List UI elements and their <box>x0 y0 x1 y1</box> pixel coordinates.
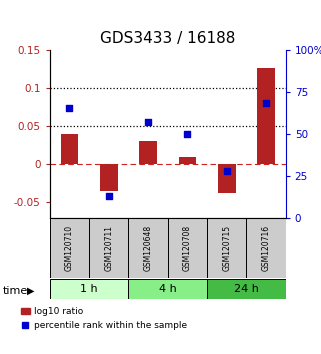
Bar <box>61 133 78 164</box>
Text: 24 h: 24 h <box>234 284 259 294</box>
Text: GSM120716: GSM120716 <box>262 225 271 271</box>
Bar <box>178 157 196 164</box>
Point <box>264 101 269 106</box>
Text: GSM120715: GSM120715 <box>222 225 231 271</box>
Point <box>67 105 72 111</box>
Bar <box>207 279 286 299</box>
Text: GSM120711: GSM120711 <box>104 225 113 271</box>
Bar <box>207 218 247 278</box>
Bar <box>128 279 207 299</box>
Text: 4 h: 4 h <box>159 284 177 294</box>
Bar <box>257 68 275 164</box>
Bar <box>50 279 128 299</box>
Text: GSM120708: GSM120708 <box>183 225 192 271</box>
Legend: log10 ratio, percentile rank within the sample: log10 ratio, percentile rank within the … <box>21 307 187 330</box>
Text: ▶: ▶ <box>27 286 35 296</box>
Bar <box>50 218 89 278</box>
Bar <box>218 164 236 193</box>
Point <box>106 193 111 199</box>
Point <box>185 131 190 136</box>
Bar <box>247 218 286 278</box>
Text: 1 h: 1 h <box>80 284 98 294</box>
Bar <box>100 164 117 191</box>
Title: GDS3433 / 16188: GDS3433 / 16188 <box>100 30 235 46</box>
Point <box>224 168 229 173</box>
Text: time: time <box>3 286 29 296</box>
Point <box>145 119 151 125</box>
Text: GSM120648: GSM120648 <box>143 225 152 271</box>
Text: GSM120710: GSM120710 <box>65 225 74 271</box>
Bar <box>89 218 128 278</box>
Bar <box>168 218 207 278</box>
Bar <box>139 141 157 164</box>
Bar <box>128 218 168 278</box>
